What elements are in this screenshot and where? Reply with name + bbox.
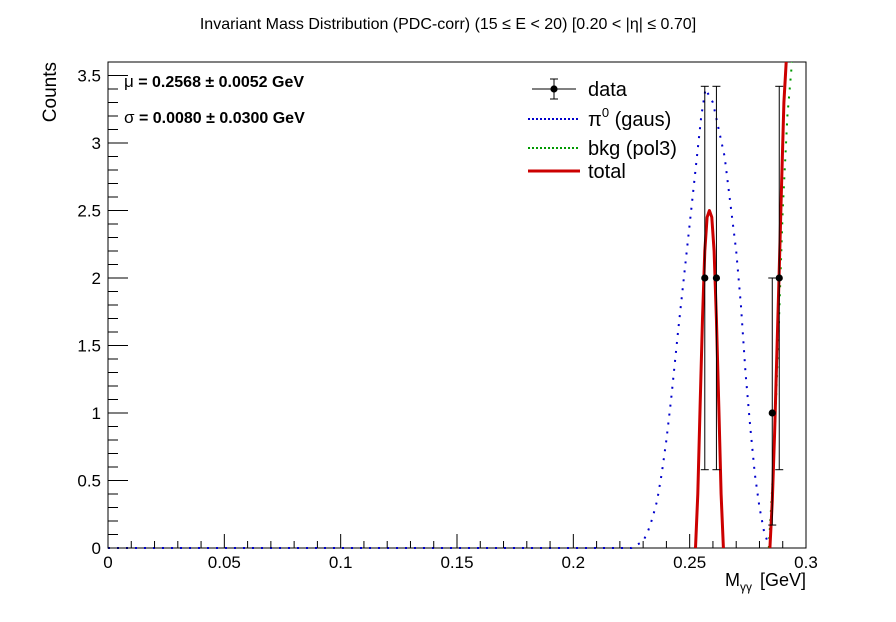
x-tick-label: 0 (103, 553, 112, 572)
legend-label-pi0: π0 (gaus) (588, 105, 671, 131)
data-marker (768, 409, 776, 417)
legend: data π0 (gaus) bkg (pol3) total (528, 78, 677, 183)
x-tick-label: 0.3 (794, 553, 818, 572)
x-tick-label: 0.15 (440, 553, 473, 572)
data-point (775, 85, 784, 471)
total-curve (694, 209, 725, 549)
legend-label-total: total (588, 161, 626, 183)
y-axis-label: Counts (40, 62, 61, 122)
x-tick-label: 0.05 (208, 553, 241, 572)
chart-title: Invariant Mass Distribution (PDC-corr) (… (200, 16, 696, 33)
y-tick-label: 3 (92, 134, 101, 153)
x-axis-label: Mγγ [GeV] (725, 570, 806, 594)
data-point (768, 277, 777, 526)
y-tick-labels: 0 0.5 1 1.5 2 2.5 3 3.5 (77, 67, 101, 559)
fit-annotations: μ = 0.2568 ± 0.0052 GeV σ = 0.0080 ± 0.0… (124, 72, 305, 127)
y-tick-label: 0 (92, 539, 101, 558)
y-tick-label: 2 (92, 269, 101, 288)
plot-frame (107, 61, 807, 549)
mu-annotation: μ = 0.2568 ± 0.0052 GeV (124, 72, 304, 91)
sigma-annotation: σ = 0.0080 ± 0.0300 GeV (124, 108, 305, 127)
x-tick-label: 0.1 (329, 553, 353, 572)
fit-curves (108, 61, 793, 549)
data-point (712, 85, 721, 471)
y-tick-label: 2.5 (77, 202, 101, 221)
legend-label-bkg: bkg (pol3) (588, 138, 677, 160)
y-tick-label: 3.5 (77, 67, 101, 86)
x-tick-labels: 0 0.05 0.1 0.15 0.2 0.25 0.3 (103, 553, 818, 572)
data-marker (775, 274, 783, 282)
y-tick-label: 1.5 (77, 337, 101, 356)
x-tick-label: 0.2 (562, 553, 586, 572)
data-marker (701, 274, 709, 282)
data-points (700, 85, 784, 526)
data-point (700, 85, 709, 471)
y-tick-label: 0.5 (77, 472, 101, 491)
legend-entry-data: data (532, 78, 628, 101)
x-tick-label: 0.25 (673, 553, 706, 572)
legend-entry-pi0: π0 (gaus) (528, 105, 671, 131)
y-tick-label: 1 (92, 404, 101, 423)
legend-entry-bkg: bkg (pol3) (528, 138, 677, 160)
axis-ticks (107, 61, 807, 549)
legend-entry-total: total (528, 161, 626, 183)
data-marker (712, 274, 721, 282)
legend-label-data: data (588, 79, 628, 101)
